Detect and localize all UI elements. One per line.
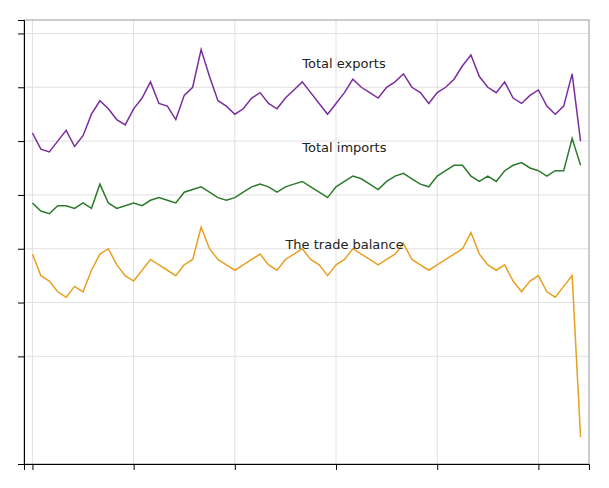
axis-line <box>18 21 25 465</box>
grid <box>24 20 589 464</box>
series-line <box>32 50 580 152</box>
tick-mark <box>18 356 24 357</box>
tick <box>18 356 24 357</box>
chart: Total exports Total imports The trade bala… <box>0 0 609 488</box>
grid-line <box>24 33 589 34</box>
tick-mark <box>336 464 337 470</box>
x-axis <box>25 464 590 470</box>
tick-mark <box>18 303 24 304</box>
plot-frame <box>24 20 589 464</box>
tick-mark <box>437 464 438 470</box>
annotation: Total exports <box>301 56 386 71</box>
annotations: Total exports Total imports The trade bala… <box>284 56 403 251</box>
tick-mark <box>18 141 24 142</box>
tick-mark <box>18 33 24 34</box>
axis-line <box>25 465 590 471</box>
grid-line <box>24 194 589 195</box>
annotation: Total imports <box>301 140 386 155</box>
tick <box>235 464 236 470</box>
series-line <box>32 227 580 437</box>
grid-line <box>437 20 438 464</box>
tick <box>538 464 539 470</box>
tick <box>18 195 24 196</box>
tick <box>18 33 24 34</box>
tick <box>18 141 24 142</box>
grid-line <box>24 356 589 357</box>
tick-mark <box>32 464 33 470</box>
tick-mark <box>18 249 24 250</box>
series-line <box>32 138 580 213</box>
grid-line <box>24 302 589 303</box>
y-axis <box>18 21 25 465</box>
grid-line <box>133 20 134 464</box>
tick <box>18 303 24 304</box>
tick-mark <box>134 464 135 470</box>
tick-mark <box>538 464 539 470</box>
plot: Total exports Total imports The trade bala… <box>18 20 590 470</box>
tick <box>336 464 337 470</box>
annotation: The trade balance <box>284 237 403 252</box>
tick <box>437 464 438 470</box>
grid-line <box>538 20 539 464</box>
grid-line <box>32 20 33 464</box>
tick-mark <box>235 464 236 470</box>
grid-line <box>234 20 235 464</box>
tick <box>18 249 24 250</box>
tick <box>134 464 135 470</box>
tick-mark <box>18 195 24 196</box>
series-group <box>32 50 580 437</box>
tick <box>32 464 33 470</box>
tick-mark <box>18 87 24 88</box>
tick <box>18 87 24 88</box>
